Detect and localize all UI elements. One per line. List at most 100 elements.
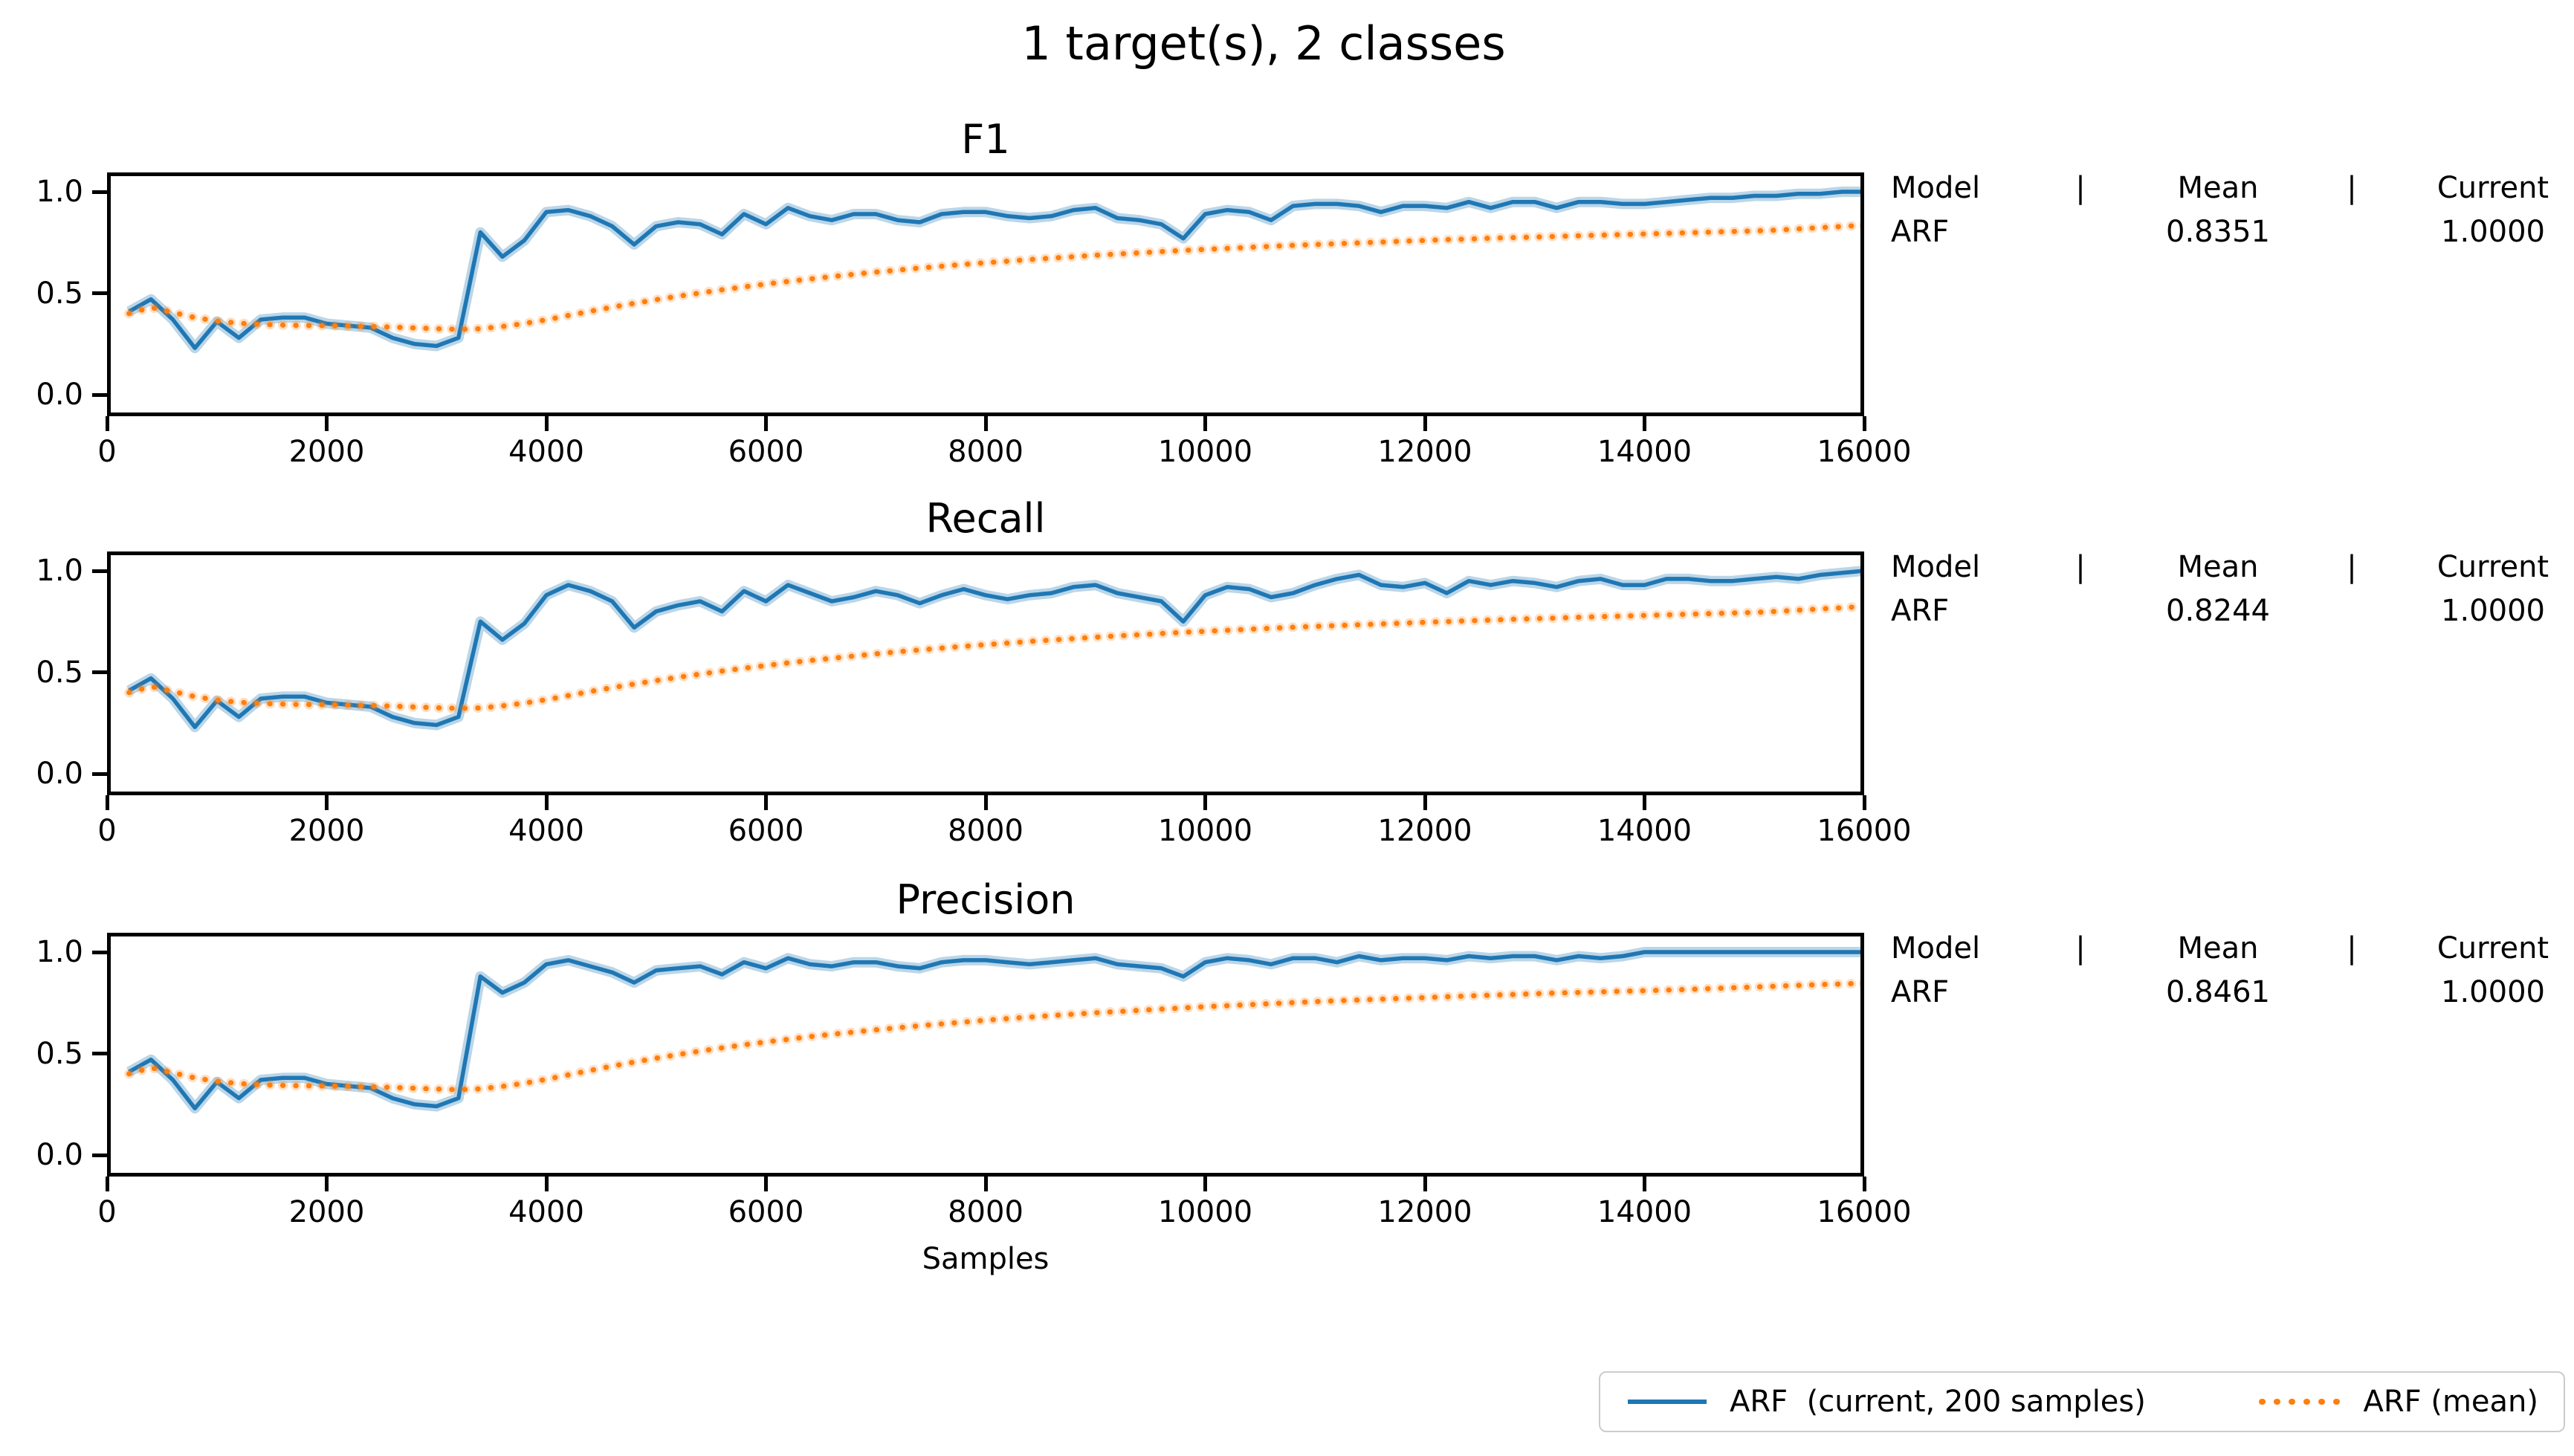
f1-chart-svg [107, 172, 1864, 416]
x-tick-mark [544, 416, 549, 431]
x-tick-label: 0 [97, 435, 117, 469]
y-tick-label: 0.0 [36, 757, 83, 791]
x-tick-mark [544, 795, 549, 810]
y-tick-label: 0.5 [36, 1036, 83, 1071]
x-tick-mark [764, 416, 768, 431]
stats-model-name: ARF [1891, 975, 1950, 1009]
x-tick-label: 4000 [508, 435, 584, 469]
x-tick-mark [1643, 416, 1646, 431]
x-tick-label: 14000 [1597, 1195, 1692, 1229]
y-tick-label: 0.5 [36, 655, 83, 690]
y-tick-label: 1.0 [36, 175, 83, 209]
legend-box: ARF (current, 200 samples) ARF (mean) [1599, 1371, 2565, 1432]
stats-header-current: Current [2436, 931, 2549, 965]
stats-header-current: Current [2436, 550, 2549, 584]
stats-mean-value: 0.8351 [2166, 215, 2270, 249]
y-tick-mark [92, 1153, 107, 1157]
arf-mean-line [126, 222, 1864, 332]
x-tick-mark [983, 1177, 988, 1191]
x-tick-mark [1423, 795, 1427, 810]
legend-item-current: ARF (current, 200 samples) [1626, 1385, 2146, 1419]
stats-separator: | [2347, 931, 2357, 965]
x-tick-label: 12000 [1377, 435, 1472, 469]
x-tick-label: 6000 [728, 435, 804, 469]
stats-spacer [2017, 977, 2144, 1007]
stats-spacer [2292, 977, 2411, 1007]
y-tick-mark [92, 670, 107, 674]
stats-current-value: 1.0000 [2441, 594, 2545, 628]
x-tick-label: 16000 [1817, 1195, 1912, 1229]
y-tick-mark [92, 190, 107, 194]
x-tick-label: 8000 [948, 814, 1024, 848]
x-tick-label: 4000 [508, 814, 584, 848]
axes-spine [107, 551, 1864, 795]
x-tick-mark [325, 416, 329, 431]
x-tick-mark [105, 1177, 109, 1191]
stats-header-mean: Mean [2177, 550, 2259, 584]
stats-separator: | [2347, 550, 2357, 584]
stats-spacer [2292, 596, 2411, 626]
stats-header-model: Model [1891, 931, 1981, 965]
x-tick-mark [105, 416, 109, 431]
stats-header-current: Current [2436, 171, 2549, 205]
stats-header-model: Model [1891, 550, 1981, 584]
x-tick-label: 2000 [288, 435, 365, 469]
y-tick-label: 0.5 [36, 276, 83, 311]
x-tick-mark [764, 1177, 768, 1191]
recall-plot-area [107, 551, 1864, 795]
x-tick-mark [1862, 416, 1866, 431]
legend-label-current: ARF (current, 200 samples) [1730, 1385, 2146, 1419]
x-tick-mark [1423, 1177, 1427, 1191]
stats-spacer [2017, 217, 2144, 247]
x-tick-mark [1423, 416, 1427, 431]
f1-plot-area [107, 172, 1864, 416]
x-tick-mark [983, 416, 988, 431]
x-tick-label: 0 [97, 1195, 117, 1229]
y-tick-label: 0.0 [36, 378, 83, 412]
x-tick-mark [764, 795, 768, 810]
x-axis-label: Samples [922, 1242, 1050, 1276]
stats-model-name: ARF [1891, 215, 1950, 249]
x-tick-label: 8000 [948, 435, 1024, 469]
x-tick-label: 14000 [1597, 435, 1692, 469]
stats-mean-value: 0.8244 [2166, 594, 2270, 628]
x-tick-mark [105, 795, 109, 810]
y-tick-label: 1.0 [36, 554, 83, 588]
x-tick-mark [325, 1177, 329, 1191]
legend-item-mean: ARF (mean) [2259, 1385, 2538, 1419]
x-tick-label: 2000 [288, 814, 365, 848]
legend-label-mean: ARF (mean) [2363, 1385, 2538, 1419]
stats-separator: | [2075, 171, 2086, 205]
x-tick-label: 6000 [728, 814, 804, 848]
x-tick-label: 4000 [508, 1195, 584, 1229]
stats-header-model: Model [1891, 171, 1981, 205]
subplot-title-f1: F1 [961, 116, 1010, 163]
x-tick-mark [983, 795, 988, 810]
y-tick-mark [92, 771, 107, 776]
x-tick-label: 10000 [1157, 1195, 1253, 1229]
x-tick-label: 6000 [728, 1195, 804, 1229]
stats-header-mean: Mean [2177, 171, 2259, 205]
stats-separator: | [2347, 171, 2357, 205]
stats-spacer [2292, 217, 2411, 247]
stats-current-value: 1.0000 [2441, 215, 2545, 249]
x-tick-mark [1203, 795, 1207, 810]
recall-stats-table: Model | Mean | Current ARF 0.8244 1.0000 [1891, 552, 2574, 626]
x-tick-mark [1643, 795, 1646, 810]
stats-spacer [2017, 596, 2144, 626]
subplot-title-precision: Precision [896, 876, 1076, 923]
arf-current-line [128, 190, 1864, 350]
stats-header-mean: Mean [2177, 931, 2259, 965]
precision-plot-area [107, 933, 1864, 1177]
arf-mean-line [126, 604, 1864, 711]
x-tick-label: 12000 [1377, 1195, 1472, 1229]
axes-spine [107, 933, 1864, 1177]
x-tick-label: 16000 [1817, 435, 1912, 469]
precision-chart-svg [107, 933, 1864, 1177]
y-tick-mark [92, 392, 107, 397]
y-tick-mark [92, 1052, 107, 1055]
y-tick-mark [92, 291, 107, 295]
y-tick-mark [92, 569, 107, 573]
x-tick-label: 16000 [1817, 814, 1912, 848]
y-tick-mark [92, 950, 107, 954]
